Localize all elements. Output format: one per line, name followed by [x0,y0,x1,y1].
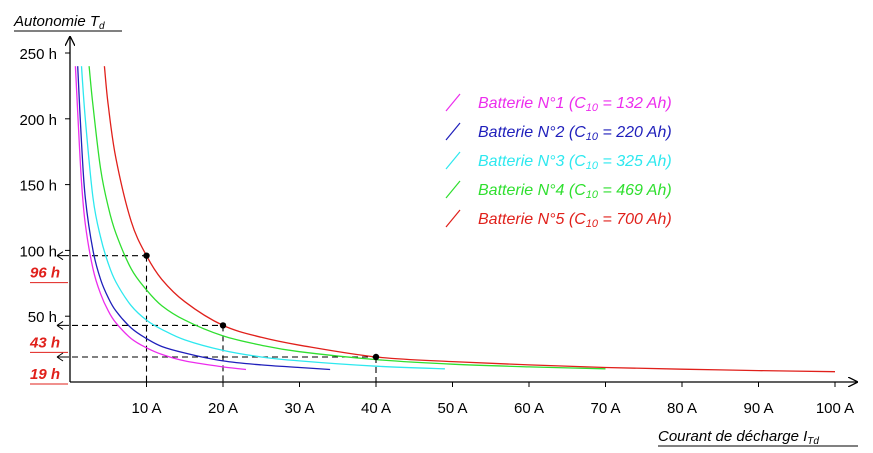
series-line-5 [103,66,836,373]
x-axis-title: Courant de décharge ITd [658,428,819,447]
legend-label-5: Batterie N°5 (C10 = 700 Ah) [478,211,672,230]
annotation-arrow-1 [56,320,69,330]
x-tick-label-4: 50 A [437,400,467,417]
series-line-1 [74,66,247,371]
legend-swatch-5 [445,209,461,228]
x-tick-label-8: 90 A [743,400,773,417]
legend-label-4: Batterie N°4 (C10 = 469 Ah) [478,182,672,201]
annotation-label-0: 96 h [30,265,60,282]
marker-point-2 [372,353,380,361]
legend-label-3: Batterie N°3 (C10 = 325 Ah) [478,153,672,172]
annotations: 96 h 43 h 19 h [29,251,69,385]
x-tick-label-9: 100 A [816,400,854,417]
series-line-2 [77,66,331,371]
y-tick-label-2: 150 h [19,178,57,195]
series-line-4 [88,66,606,370]
annotation-arrow-2 [56,352,69,362]
x-tick-label-6: 70 A [590,400,620,417]
points-layer [143,252,380,361]
y-tick-label-0: 50 h [28,309,57,326]
legend-swatch-4 [445,180,461,199]
series-layer [74,66,836,373]
marker-point-1 [219,322,227,329]
x-tick-label-5: 60 A [514,400,544,417]
y-tick-label-3: 200 h [19,112,57,129]
legend-swatch-2 [445,122,461,141]
x-tick-label-3: 40 A [361,400,391,417]
y-tick-label-1: 100 h [19,243,57,260]
legend-label-2: Batterie N°2 (C10 = 220 Ah) [478,124,672,143]
legend-swatch-1 [445,93,461,112]
legend-swatch-3 [445,151,461,170]
legend-label-1: Batterie N°1 (C10 = 132 Ah) [478,95,672,114]
annotation-label-2: 19 h [30,366,60,383]
ticks-layer: 10 A 20 A 30 A 40 A 50 A 60 A 70 A 80 A 90 A 100 … [19,46,854,417]
legend: Batterie N°1 (C10 = 132 Ah) Batterie N°2 … [445,93,672,230]
y-axis-title: Autonomie Td [13,13,105,32]
marker-point-0 [143,252,150,259]
guides-layer [72,255,377,382]
x-tick-label-2: 30 A [284,400,314,417]
series-line-3 [80,66,445,370]
y-tick-label-4: 250 h [19,46,57,63]
annotation-arrow-0 [56,251,69,261]
x-tick-label-0: 10 A [131,400,161,417]
x-tick-label-1: 20 A [208,400,238,417]
annotation-label-1: 43 h [29,334,60,351]
x-tick-label-7: 80 A [667,400,697,417]
